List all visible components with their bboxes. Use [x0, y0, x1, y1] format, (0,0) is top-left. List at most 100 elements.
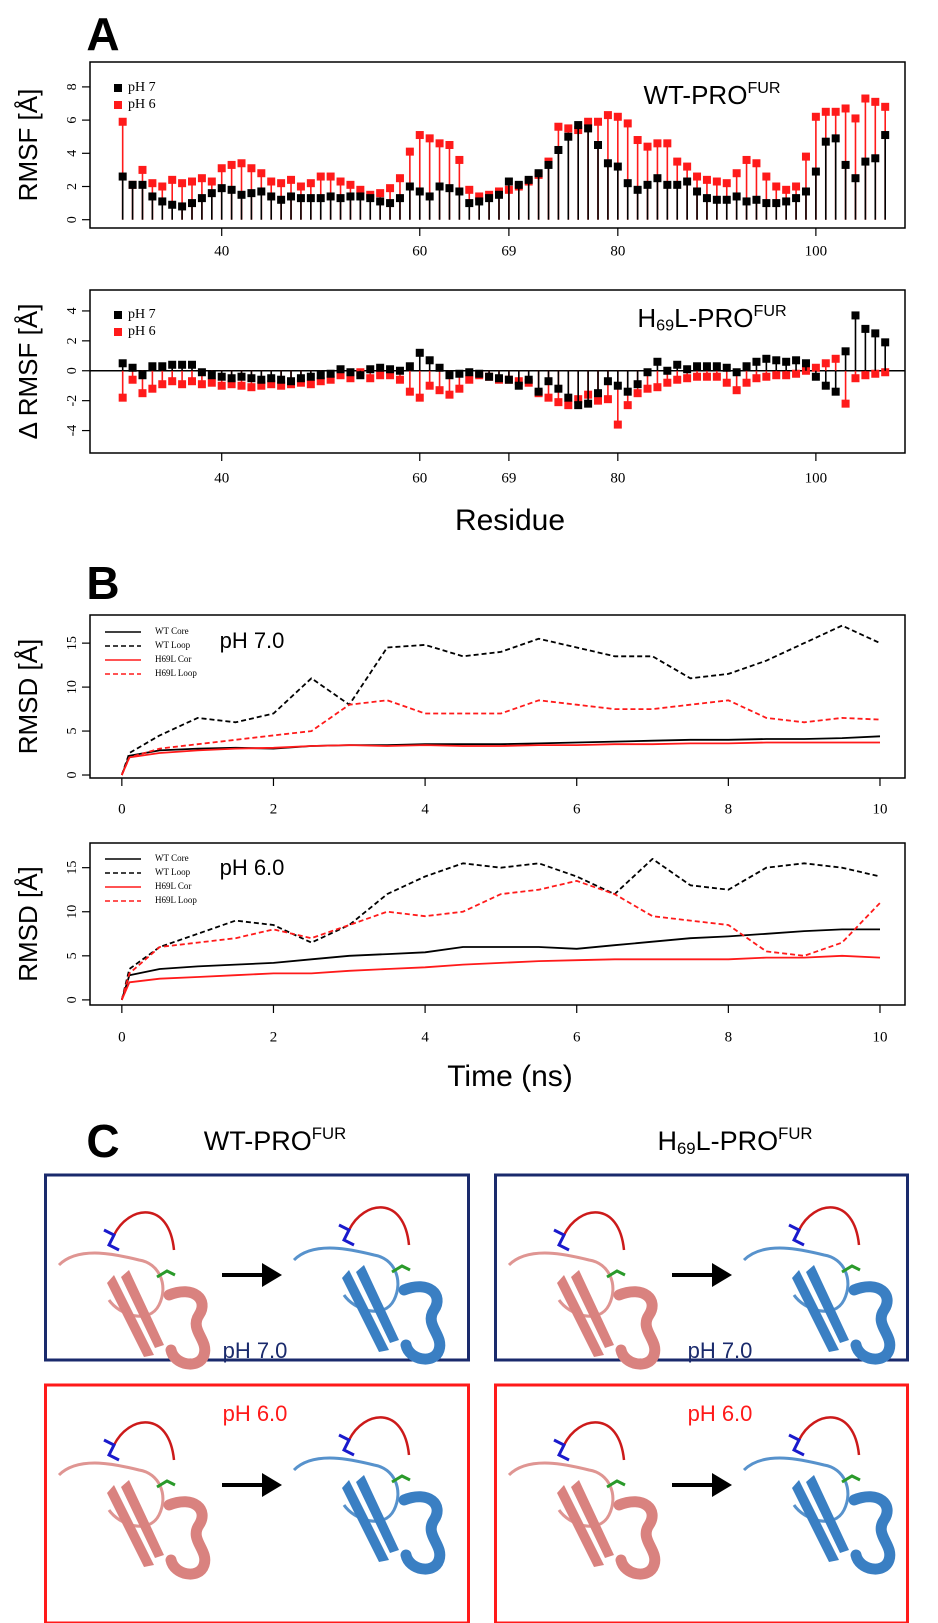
stem-marker — [455, 187, 464, 196]
stem-marker — [306, 372, 315, 381]
stem-marker — [811, 167, 820, 176]
stem-marker — [306, 194, 315, 203]
stem-marker — [405, 362, 414, 371]
stem-marker — [722, 195, 731, 204]
x-tick-label: 10 — [872, 1029, 887, 1045]
protein — [742, 1416, 896, 1575]
stem-marker — [861, 94, 870, 103]
column-title: WT-PROFUR — [204, 1124, 346, 1156]
stem-marker — [673, 375, 682, 384]
stem-marker — [395, 366, 404, 375]
protein-coil — [507, 1251, 615, 1318]
title-part: L-PRO — [674, 303, 753, 333]
stem-marker — [138, 389, 147, 398]
protein-sheet — [342, 1475, 399, 1562]
stem-marker — [752, 195, 761, 204]
stem-marker — [138, 180, 147, 189]
legend-label: WT Core — [155, 626, 189, 636]
stem-marker — [475, 369, 484, 378]
stem-marker — [613, 112, 622, 121]
stem-marker — [861, 157, 870, 166]
stem-marker — [693, 372, 702, 381]
protein-stick — [841, 1474, 861, 1484]
plot-frame — [89, 61, 906, 229]
stem-marker — [465, 368, 474, 377]
stem-marker — [792, 182, 801, 191]
stem-marker — [762, 372, 771, 381]
stem-marker — [574, 401, 583, 410]
stem-marker — [554, 384, 563, 393]
stem-marker — [752, 357, 761, 366]
stem-marker — [564, 124, 573, 133]
stem-marker — [118, 117, 127, 126]
protein-stick — [103, 1438, 120, 1462]
stem-marker — [881, 338, 890, 347]
arrow-head — [262, 1473, 282, 1497]
x-tick-label: 60 — [412, 243, 427, 259]
stem-marker — [475, 197, 484, 206]
stem-marker — [158, 182, 167, 191]
stem-marker — [564, 393, 573, 402]
stem-marker — [811, 372, 820, 381]
stem-marker — [742, 378, 751, 387]
stem-marker — [851, 114, 860, 123]
stem-marker — [514, 381, 523, 390]
stem-marker — [554, 398, 563, 407]
stem-marker — [514, 180, 523, 189]
stem-marker — [277, 375, 286, 384]
stem-marker — [187, 199, 196, 208]
legend-label: WT Loop — [155, 867, 191, 877]
stem-marker — [207, 189, 216, 198]
box-frame — [494, 1383, 909, 1623]
x-tick-label: 8 — [725, 1029, 733, 1045]
stem-marker — [633, 380, 642, 389]
stem-marker — [465, 375, 474, 384]
stem-marker — [296, 182, 305, 191]
y-tick-label: 0 — [65, 367, 80, 374]
title-part: FUR — [754, 302, 787, 320]
stem-marker — [722, 179, 731, 188]
stem-marker — [455, 369, 464, 378]
x-tick-label: 80 — [610, 470, 625, 486]
title-part: H — [657, 1126, 677, 1156]
stem-marker — [366, 365, 375, 374]
stem-marker — [425, 381, 434, 390]
y-tick-label: 6 — [65, 117, 80, 124]
x-tick-label: 4 — [421, 801, 429, 817]
stem-marker — [316, 377, 325, 386]
protein-loop — [562, 1211, 626, 1251]
stem-marker — [841, 104, 850, 113]
legend-label: H69L Loop — [155, 668, 197, 678]
stem-marker — [811, 363, 820, 372]
stem-marker — [227, 374, 236, 383]
stem-marker — [851, 174, 860, 183]
y-tick-label: 0 — [65, 996, 80, 1003]
stem-marker — [693, 172, 702, 181]
stem-marker — [653, 139, 662, 148]
protein-loop — [797, 1416, 861, 1456]
stem-marker — [663, 378, 672, 387]
protein-loop — [797, 1206, 861, 1246]
protein-stick — [156, 1479, 176, 1489]
protein — [292, 1416, 446, 1575]
stem-marker — [227, 160, 236, 169]
stem-marker — [445, 184, 454, 193]
protein-stick — [103, 1228, 120, 1252]
box-frame — [44, 1173, 470, 1362]
stem-marker — [316, 371, 325, 380]
stem-marker — [782, 371, 791, 380]
stem-marker — [752, 159, 761, 168]
stem-marker — [187, 177, 196, 186]
series-line — [120, 858, 881, 1001]
stem-marker — [217, 372, 226, 381]
stem-marker — [831, 354, 840, 363]
protein-coil — [742, 1246, 850, 1313]
stem-marker — [782, 197, 791, 206]
protein-loop — [112, 1211, 176, 1251]
stem-marker — [425, 134, 434, 143]
stem-marker — [762, 172, 771, 181]
structure-box: pH 7.0 — [44, 1173, 470, 1370]
legend-label: WT Core — [155, 853, 189, 863]
stem-marker — [445, 141, 454, 149]
stem-marker — [178, 202, 187, 211]
